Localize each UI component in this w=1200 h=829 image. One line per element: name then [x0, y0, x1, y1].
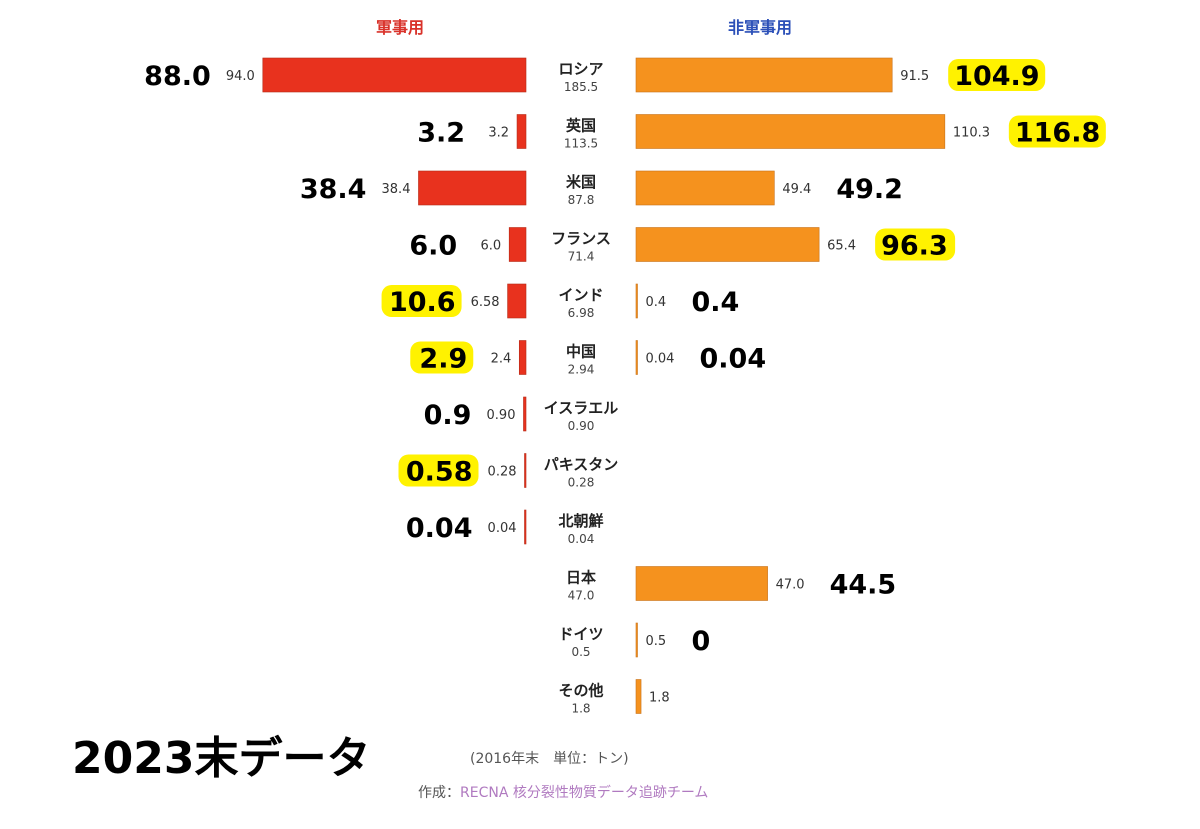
military-bar — [523, 396, 527, 432]
military-bar — [518, 340, 527, 375]
military-value-label: 0.04 — [488, 521, 517, 536]
civilian-bar — [635, 283, 638, 319]
military-bar — [524, 453, 527, 488]
military-2023-value: 6.0 — [409, 231, 457, 262]
civilian-2023-highlight — [875, 228, 956, 261]
country-label: その他 — [558, 682, 603, 700]
military-2023-value: 0.04 — [406, 513, 473, 544]
military-2023-value: 38.4 — [300, 174, 367, 205]
country-label: ドイツ — [558, 625, 603, 643]
military-value-label: 2.4 — [491, 352, 512, 367]
credit-line: 作成：RECNA 核分裂性物質データ追跡チーム — [418, 782, 708, 802]
civilian-2023-value: 116.8 — [1015, 118, 1100, 149]
country-total: 6.98 — [568, 306, 595, 320]
military-bar — [507, 283, 527, 319]
military-bar — [524, 509, 527, 545]
country-total: 71.4 — [568, 250, 595, 264]
military-2023-highlight — [398, 454, 479, 487]
civilian-2023-value: 44.5 — [830, 570, 897, 601]
overlay-title: 2023末データ — [72, 733, 371, 784]
military-value-label: 6.58 — [471, 295, 500, 310]
military-value-label: 94.0 — [226, 69, 255, 84]
military-bar — [262, 57, 527, 93]
military-value-label: 38.4 — [382, 182, 411, 197]
civilian-bar — [635, 170, 775, 206]
civilian-2023-value: 49.2 — [836, 174, 903, 205]
credit-source: RECNA 核分裂性物質データ追跡チーム — [460, 785, 709, 801]
civilian-bar — [635, 227, 820, 262]
unit-note: (2016年末 単位：トン) — [470, 751, 629, 767]
country-total: 0.5 — [571, 645, 590, 659]
country-total: 113.5 — [564, 137, 598, 151]
military-2023-value: 0.9 — [424, 400, 472, 431]
civilian-2023-value: 0.04 — [700, 344, 767, 375]
country-total: 2.94 — [568, 363, 595, 377]
header-civilian: 非軍事用 — [727, 18, 792, 37]
military-bar — [418, 170, 527, 206]
civilian-value-label: 1.8 — [649, 691, 670, 706]
civilian-value-label: 0.04 — [646, 352, 675, 367]
military-2023-value: 2.9 — [419, 344, 467, 375]
military-bar — [516, 114, 527, 149]
country-total: 185.5 — [564, 80, 598, 94]
country-label: 日本 — [566, 569, 596, 587]
country-total: 0.04 — [568, 532, 595, 546]
country-total: 0.28 — [568, 476, 595, 490]
country-label: 英国 — [566, 117, 596, 135]
military-2023-highlight — [410, 341, 474, 374]
military-value-label: 0.28 — [488, 465, 517, 480]
country-label: ロシア — [558, 60, 603, 78]
credit-prefix: 作成： — [418, 785, 460, 801]
military-2023-highlight — [381, 285, 462, 317]
country-label: パキスタン — [544, 456, 619, 474]
civilian-2023-value: 0 — [692, 626, 711, 657]
country-total: 1.8 — [571, 702, 590, 716]
civilian-value-label: 65.4 — [827, 239, 856, 254]
civilian-2023-highlight — [1008, 115, 1106, 148]
military-value-label: 6.0 — [481, 239, 502, 254]
civilian-value-label: 0.5 — [646, 634, 667, 649]
civilian-2023-value: 0.4 — [692, 287, 740, 318]
country-label: 中国 — [566, 343, 596, 361]
country-label: 米国 — [566, 173, 596, 191]
civilian-value-label: 110.3 — [953, 126, 990, 141]
country-label: 北朝鮮 — [558, 512, 603, 530]
header-military: 軍事用 — [375, 18, 424, 37]
civilian-value-label: 0.4 — [646, 295, 667, 310]
country-label: インド — [558, 286, 603, 304]
civilian-bar — [635, 679, 642, 714]
civilian-value-label: 47.0 — [776, 578, 805, 593]
civilian-value-label: 91.5 — [900, 69, 929, 84]
civilian-bar — [635, 340, 638, 375]
civilian-2023-value: 96.3 — [881, 231, 948, 262]
civilian-value-label: 49.4 — [782, 182, 811, 197]
country-total: 87.8 — [568, 193, 595, 207]
civilian-bar — [635, 114, 946, 149]
civilian-bar — [635, 566, 768, 601]
civilian-2023-highlight — [948, 59, 1046, 91]
civilian-bar — [635, 622, 638, 658]
country-label: フランス — [551, 230, 611, 248]
military-bar — [508, 227, 527, 262]
military-2023-value: 0.58 — [406, 457, 473, 488]
civilian-bar — [635, 57, 893, 93]
military-2023-value: 10.6 — [389, 287, 456, 318]
military-2023-value: 88.0 — [144, 61, 211, 92]
country-label: イスラエル — [544, 399, 619, 417]
country-total: 47.0 — [568, 589, 595, 603]
civilian-2023-value: 104.9 — [954, 61, 1039, 92]
military-value-label: 3.2 — [488, 126, 509, 141]
military-value-label: 0.90 — [487, 408, 516, 423]
country-total: 0.90 — [568, 419, 595, 433]
military-2023-value: 3.2 — [417, 118, 465, 149]
